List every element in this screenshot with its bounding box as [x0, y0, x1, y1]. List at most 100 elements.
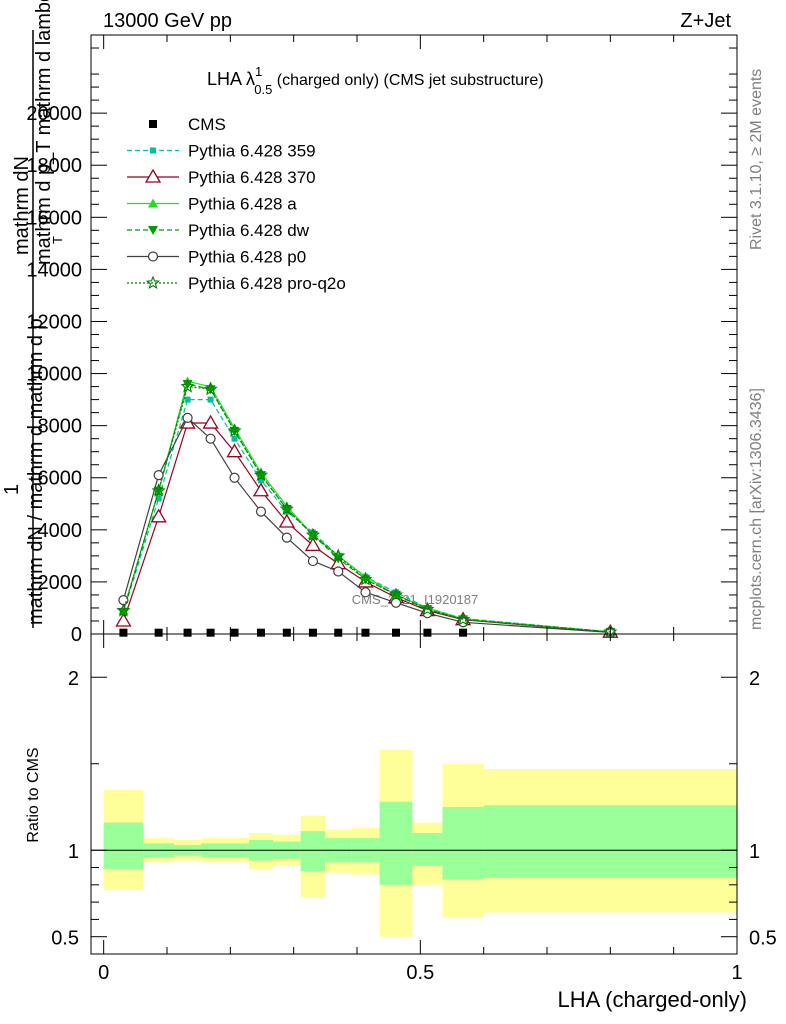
- energy-label: 13000 GeV pp: [103, 10, 232, 32]
- legend-label: Pythia 6.428 p0: [188, 248, 306, 267]
- series-marker: [456, 611, 471, 626]
- mcplots-label: mcplots.cern.ch [arXiv:1306.3436]: [748, 388, 765, 630]
- series-marker: [253, 467, 269, 482]
- series-marker: [229, 472, 240, 483]
- series-marker: [154, 628, 163, 637]
- main-y-tick-label: 14000: [26, 259, 82, 281]
- legend-label: Pythia 6.428 370: [188, 168, 316, 187]
- ratio-inner-band-bin: [483, 805, 737, 878]
- legend-label: Pythia 6.428 359: [188, 142, 316, 161]
- series-marker: [182, 412, 193, 423]
- ratio-inner-band-bin: [412, 832, 443, 866]
- ratio-inner-band-bin: [103, 822, 144, 870]
- main-ylabel-bottom: mathrm dN / mathrm d mathrm d p: [25, 318, 47, 625]
- series-marker: [203, 381, 218, 396]
- series-marker: [150, 147, 156, 154]
- series-marker: [202, 414, 219, 429]
- main-y-tick-label: 16000: [26, 207, 82, 229]
- series-marker: [148, 226, 158, 235]
- series-marker: [358, 571, 373, 586]
- series-marker: [252, 482, 270, 497]
- series-marker: [304, 537, 322, 552]
- main-y-tick-label: 10000: [26, 364, 82, 386]
- legend-entry: Pythia 6.428 359: [127, 142, 316, 161]
- plot-title-main: LHA λ: [207, 69, 255, 89]
- series-marker: [180, 379, 195, 393]
- legend-entry: Pythia 6.428 a: [127, 195, 297, 214]
- series-cms: [119, 628, 615, 637]
- series-marker: [281, 532, 292, 543]
- ratio-y-tick-label-right: 1: [749, 841, 760, 863]
- plot-title-sub: 0.5: [254, 82, 272, 97]
- legend-label: Pythia 6.428 pro-q2o: [188, 274, 346, 293]
- series-marker: [423, 628, 432, 637]
- series-marker: [255, 506, 267, 517]
- series-marker: [149, 120, 157, 128]
- process-label: Z+Jet: [680, 10, 731, 32]
- series-marker: [227, 423, 242, 437]
- ratio-ylabel: Ratio to CMS: [25, 747, 42, 842]
- legend: CMS Pythia 6.428 359 Pythia 6.428 370 Pythi…: [127, 115, 346, 293]
- series-marker: [360, 587, 371, 598]
- series-marker: [205, 433, 216, 444]
- ratio-inner-band-bin: [442, 806, 484, 880]
- series-marker: [226, 443, 243, 458]
- main-y-tick-label: 0: [71, 624, 82, 646]
- legend-entry: Pythia 6.428 pro-q2o: [127, 274, 346, 293]
- legend-entry: Pythia 6.428 dw: [127, 221, 310, 240]
- legend-label: Pythia 6.428 a: [188, 195, 297, 214]
- series-marker: [183, 628, 192, 637]
- legend-entry: CMS: [149, 115, 226, 134]
- series-marker: [459, 628, 468, 637]
- series-marker: [206, 628, 215, 637]
- analysis-watermark: CMS_2021_I1920187: [352, 592, 479, 607]
- ratio-x-tick-label: 0.5: [406, 962, 434, 984]
- ratio-x-tick-label: 1: [731, 962, 742, 984]
- series-marker: [145, 275, 161, 290]
- series-marker: [115, 612, 132, 627]
- main-y-tick-label: 6000: [38, 468, 83, 490]
- ratio-y-tick-label-right: 2: [749, 668, 760, 690]
- ratio-y-tick-label: 2: [68, 668, 79, 690]
- main-y-tick-label: 8000: [38, 416, 83, 438]
- series-marker: [150, 508, 167, 523]
- main-y-tick-label: 12000: [26, 311, 82, 333]
- series-marker: [256, 628, 265, 637]
- series-marker: [282, 628, 291, 637]
- main-ylabel-top2: mathrm d p_T mathrm d lambda: [33, 0, 55, 265]
- series-marker: [151, 483, 166, 497]
- series-marker: [334, 628, 343, 637]
- ratio-inner-band-bin: [379, 801, 413, 885]
- legend-label: Pythia 6.428 dw: [188, 221, 310, 240]
- series-marker: [231, 435, 238, 442]
- x-axis-label: LHA (charged-only): [557, 987, 747, 1012]
- ratio-axes: 0.5 0.5 1 1 2 2 0 0.5 1: [51, 634, 777, 984]
- main-series: [115, 376, 619, 638]
- plot-title-rest: (charged only) (CMS jet substructure): [272, 72, 543, 89]
- ratio-y-tick-label-right: 0.5: [749, 928, 777, 950]
- series-marker: [361, 628, 370, 637]
- series-marker: [420, 601, 435, 616]
- series-marker: [230, 628, 239, 637]
- series-marker: [257, 477, 264, 484]
- series-marker: [307, 555, 319, 567]
- series-line: [122, 416, 611, 633]
- main-ylabel-one: 1: [1, 484, 23, 495]
- series-marker: [331, 548, 346, 562]
- main-ylabel-top: mathrm dN: [11, 156, 33, 255]
- series-marker: [207, 396, 214, 403]
- plot-title: LHA λ1 0.5 (charged only) (CMS jet substr…: [207, 64, 544, 97]
- ratio-bands: [91, 749, 737, 937]
- main-y-tick-label: 20000: [26, 103, 82, 125]
- main-ylabel-sub: T: [50, 236, 65, 244]
- main-axes: 0 2000 4000 6000 8000 10000 12000 14000 16000 180…: [26, 35, 738, 646]
- series-marker: [147, 251, 159, 262]
- series-marker: [144, 168, 162, 183]
- series-marker: [118, 607, 129, 617]
- plot-title-sup: 1: [255, 64, 262, 79]
- series-marker: [333, 566, 344, 577]
- series-marker: [182, 379, 193, 389]
- series-marker: [119, 628, 128, 637]
- series-line: [122, 380, 611, 633]
- series-marker: [155, 495, 162, 502]
